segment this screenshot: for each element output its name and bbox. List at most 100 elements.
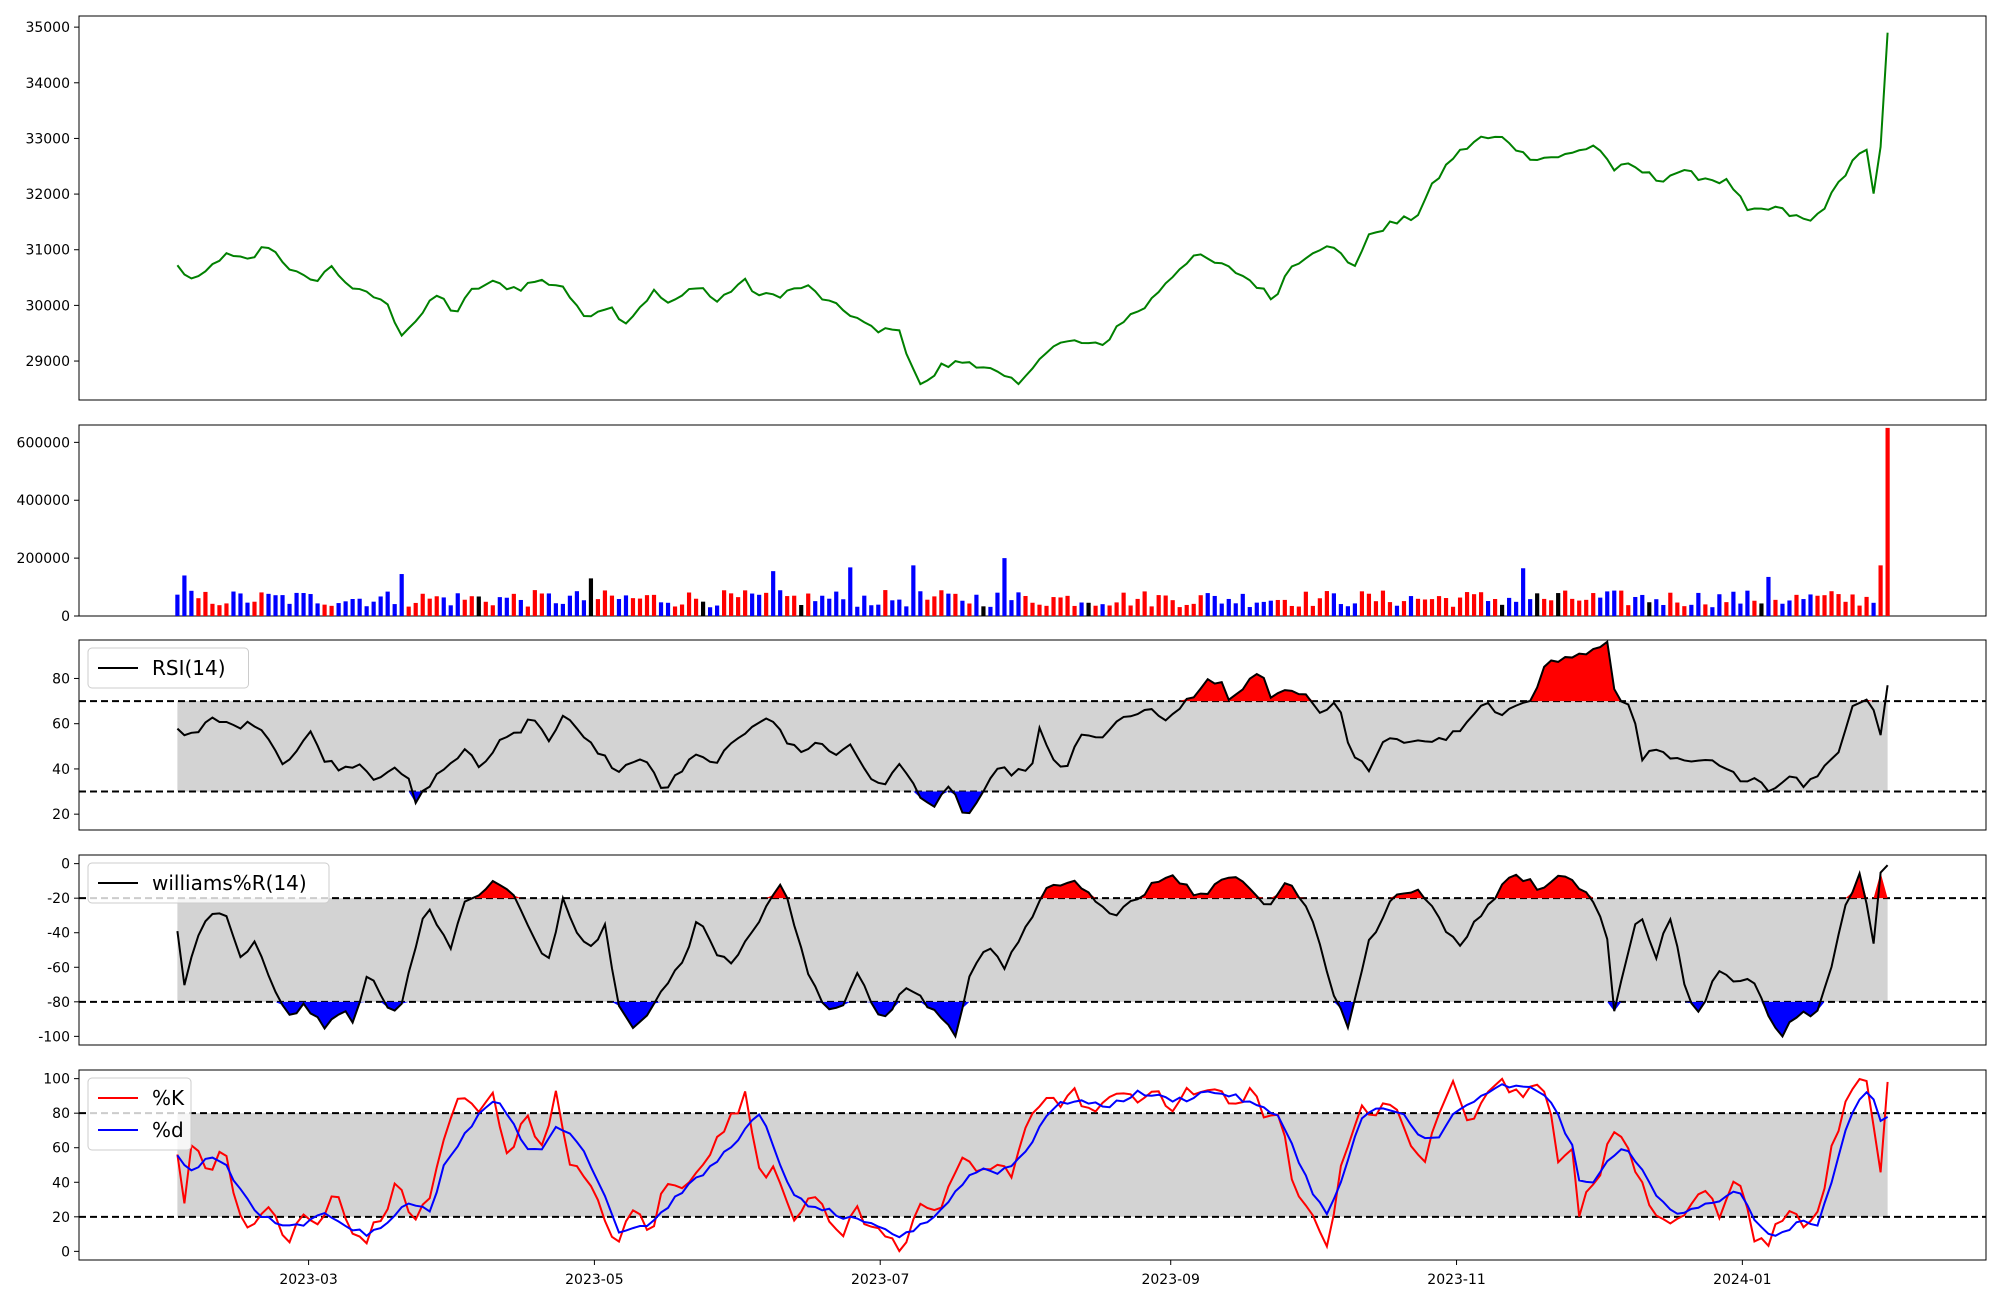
volume-bar [1122, 593, 1126, 616]
volume-bar [540, 593, 544, 616]
volume-ytick-label: 400000 [17, 493, 70, 509]
volume-bar [1430, 599, 1434, 616]
volume-bar [1556, 593, 1560, 616]
williams-ytick-label: -100 [38, 1029, 70, 1045]
volume-bar [1150, 606, 1154, 616]
volume-bar [273, 595, 277, 616]
volume-bar [1619, 591, 1623, 616]
volume-bar [1388, 602, 1392, 616]
volume-bar [764, 593, 768, 616]
x-tick-label: 2023-05 [565, 1272, 624, 1288]
stoch-ytick-label: 0 [61, 1244, 70, 1260]
volume-bar [1079, 603, 1083, 617]
volume-bar [932, 596, 936, 616]
volume-bar [1093, 606, 1097, 616]
volume-bar [771, 571, 775, 616]
volume-bar [736, 597, 740, 616]
volume-bar [729, 593, 733, 616]
volume-bar [1675, 603, 1679, 616]
williams-band [177, 898, 1887, 1002]
stoch-ytick-label: 40 [52, 1175, 70, 1191]
volume-bar [1262, 602, 1266, 616]
volume-bar [1409, 596, 1413, 616]
volume-bar [1227, 599, 1231, 616]
volume-bar [1044, 606, 1048, 616]
volume-bar [1612, 591, 1616, 616]
volume-bar [1185, 605, 1189, 616]
volume-bar [1339, 604, 1343, 616]
volume-bar [1325, 591, 1329, 616]
volume-bar [1808, 594, 1812, 616]
volume-bar [231, 592, 235, 616]
volume-bar [1171, 600, 1175, 616]
stoch-legend: %K %d [88, 1078, 191, 1150]
volume-bar [645, 595, 649, 616]
volume-bar [456, 593, 460, 616]
volume-bar [1703, 604, 1707, 616]
volume-bar [1486, 601, 1490, 616]
x-tick-label: 2023-03 [279, 1272, 338, 1288]
volume-bar [337, 603, 341, 616]
volume-bar [1065, 596, 1069, 616]
volume-bar [1731, 592, 1735, 616]
x-tick-label: 2023-07 [851, 1272, 910, 1288]
stoch-ytick-label: 100 [43, 1072, 70, 1088]
volume-bar [1346, 606, 1350, 616]
volume-bar [1178, 607, 1182, 616]
volume-bar [1458, 598, 1462, 616]
volume-bar [1248, 607, 1252, 616]
volume-bar [1164, 596, 1168, 616]
volume-bar [1444, 598, 1448, 616]
volume-bar [1318, 598, 1322, 616]
price-ytick-label: 34000 [25, 76, 70, 92]
volume-bar [960, 601, 964, 616]
volume-bar [1101, 604, 1105, 616]
x-tick-label: 2023-09 [1141, 1272, 1200, 1288]
volume-bar [1773, 600, 1777, 616]
volume-bar [1395, 606, 1399, 616]
volume-bar [1864, 597, 1868, 616]
volume-bar [1850, 594, 1854, 616]
volume-bar [372, 602, 376, 616]
volume-bar [624, 595, 628, 616]
volume-bar [1633, 597, 1637, 616]
volume-bar [820, 596, 824, 616]
volume-bar [330, 606, 334, 616]
volume-bar [308, 594, 312, 616]
volume-bar [533, 590, 537, 616]
williams-legend-label: williams%R(14) [152, 871, 307, 895]
volume-bar [1402, 601, 1406, 616]
volume-bar [1192, 604, 1196, 616]
volume-bar [918, 591, 922, 616]
rsi-ytick-label: 20 [52, 807, 70, 823]
volume-bar [1276, 600, 1280, 616]
williams-legend: williams%R(14) [88, 863, 329, 903]
volume-bar [876, 605, 880, 616]
volume-bar [778, 590, 782, 616]
volume-bar [1815, 596, 1819, 616]
volume-bar [1605, 591, 1609, 616]
volume-bar [981, 606, 985, 616]
volume-bar [1647, 602, 1651, 616]
volume-bar [1108, 605, 1112, 616]
volume-bar [1661, 605, 1665, 616]
volume-bar [869, 605, 873, 616]
volume-bar [526, 607, 530, 616]
stoch-legend-label: %d [152, 1118, 184, 1142]
volume-bar [1794, 595, 1798, 616]
volume-bar [1577, 601, 1581, 616]
volume-bar [435, 596, 439, 616]
volume-bar [862, 596, 866, 616]
volume-bar [659, 602, 663, 616]
volume-bar [1689, 605, 1693, 616]
volume-bar [393, 604, 397, 616]
volume-bar [224, 603, 228, 616]
volume-bar [252, 602, 256, 616]
stoch-legend-label: %K [152, 1086, 185, 1110]
volume-bar [1528, 599, 1532, 616]
volume-bar [1030, 603, 1034, 616]
stoch-ytick-label: 20 [52, 1210, 70, 1226]
volume-bar [1752, 601, 1756, 616]
volume-bar [813, 601, 817, 616]
volume-bar [757, 595, 761, 616]
